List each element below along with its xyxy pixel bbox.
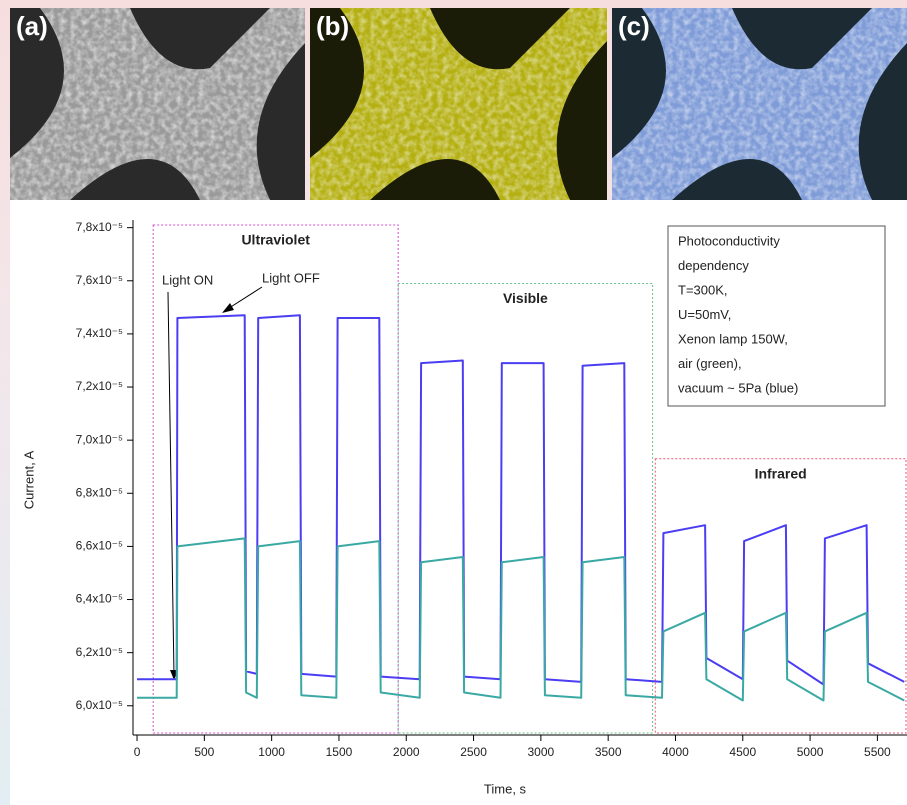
y-tick-label: 7,2x10⁻⁵	[76, 379, 123, 393]
info-text: U=50mV,	[678, 307, 731, 322]
info-text: air (green),	[678, 356, 742, 371]
x-tick-label: 3000	[528, 745, 555, 759]
image-panel	[310, 8, 607, 200]
y-tick-label: 6,2x10⁻⁵	[76, 645, 123, 659]
x-tick-label: 5500	[864, 745, 891, 759]
y-tick-label: 7,6x10⁻⁵	[76, 273, 123, 287]
y-tick-label: 7,0x10⁻⁵	[76, 432, 123, 446]
image-panel	[612, 8, 907, 200]
x-tick-label: 3500	[595, 745, 622, 759]
y-tick-label: 6,6x10⁻⁵	[76, 539, 123, 553]
x-tick-label: 1000	[258, 745, 285, 759]
panel-label: (a)	[16, 11, 48, 41]
series-line	[137, 537, 905, 702]
y-tick-label: 6,0x10⁻⁵	[76, 698, 123, 712]
region	[654, 458, 907, 734]
x-tick-label: 4500	[729, 745, 756, 759]
info-text: dependency	[678, 258, 749, 273]
y-axis-label: Current, A	[21, 450, 36, 509]
y-tick-label: 6,8x10⁻⁵	[76, 485, 123, 499]
x-tick-label: 500	[194, 745, 214, 759]
region-label: Visible	[503, 290, 548, 306]
panel-label: (c)	[618, 11, 650, 41]
x-axis-label: Time, s	[484, 781, 527, 796]
info-box	[667, 225, 886, 407]
y-tick-label: 6,4x10⁻⁵	[76, 592, 123, 606]
annotation-arrow	[225, 286, 263, 311]
y-tick-label: 7,8x10⁻⁵	[76, 220, 123, 234]
annotation-arrow	[167, 291, 175, 677]
annotation: Light OFF	[262, 270, 320, 285]
x-tick-label: 0	[134, 745, 141, 759]
panel-label: (b)	[316, 11, 349, 41]
info-text: Xenon lamp 150W,	[678, 331, 788, 346]
image-panel	[10, 8, 305, 200]
region-label: Ultraviolet	[241, 232, 310, 248]
y-tick-label: 7,4x10⁻⁵	[76, 326, 123, 340]
x-tick-label: 5000	[797, 745, 824, 759]
x-tick-label: 1500	[326, 745, 353, 759]
region-label: Infrared	[755, 465, 807, 481]
series-line	[137, 314, 905, 686]
annotation: Light ON	[162, 272, 213, 287]
x-tick-label: 2500	[460, 745, 487, 759]
info-text: Photoconductivity	[678, 233, 780, 248]
x-tick-label: 4000	[662, 745, 689, 759]
info-text: vacuum ~ 5Pa (blue)	[678, 380, 798, 395]
info-text: T=300K,	[678, 282, 728, 297]
x-tick-label: 2000	[393, 745, 420, 759]
annotation-arrow	[222, 303, 234, 313]
